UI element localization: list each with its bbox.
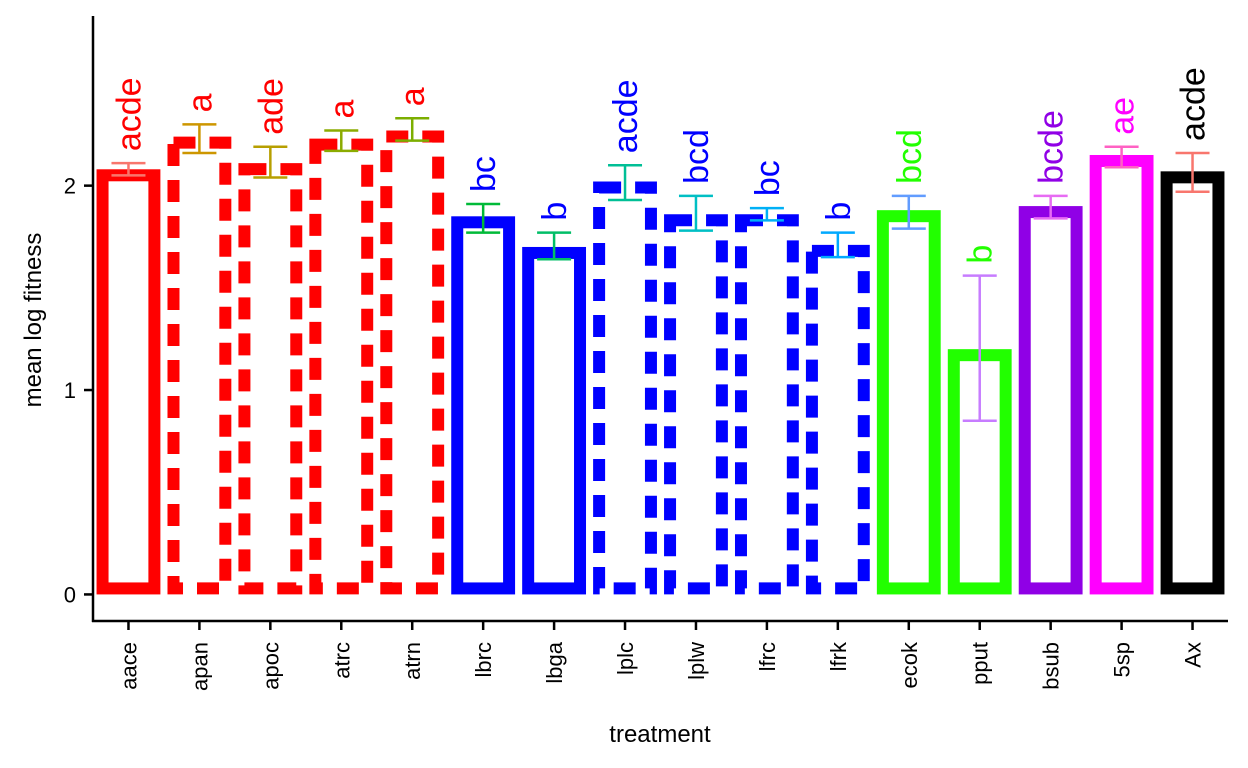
y-ticks-layer: 0 1 2	[64, 174, 93, 607]
significance-letter-lfrk: b	[820, 202, 858, 221]
x-tick-label-Ax: Ax	[1181, 642, 1206, 668]
significance-letter-lbrc: bc	[465, 156, 503, 192]
x-tick-label-5sp: 5sp	[1110, 642, 1135, 677]
bar-Ax	[1160, 171, 1225, 595]
significance-letter-lplc: acde	[607, 79, 645, 153]
x-tick-label-lbrc: lbrc	[471, 642, 496, 677]
bar-apoc	[238, 163, 303, 595]
x-tick-label-apoc: apoc	[258, 642, 283, 690]
x-tick-label-atrn: atrn	[400, 642, 425, 680]
significance-letter-ecok: bcd	[891, 129, 929, 184]
significance-letter-Ax: acde	[1175, 67, 1213, 141]
axes-layer	[91, 16, 1228, 623]
bar-ecok	[876, 210, 941, 595]
bar-lbrc	[451, 216, 516, 595]
y-tick-label-0: 0	[64, 582, 76, 607]
significance-letter-atrn: a	[394, 87, 432, 106]
significance-letter-aace: acde	[110, 77, 148, 151]
x-tick-label-lplw: lplw	[684, 642, 709, 680]
bar-lplw	[664, 214, 728, 595]
x-tick-label-bsub: bsub	[1039, 642, 1064, 690]
significance-letter-atrc: a	[323, 99, 361, 118]
x-tick-label-lplc: lplc	[613, 642, 638, 675]
bar-atrc	[309, 138, 374, 595]
significance-letter-lplw: bcd	[678, 129, 716, 184]
x-tick-label-lbga: lbga	[542, 641, 567, 683]
x-tick-label-ecok: ecok	[897, 641, 922, 688]
y-tick-label-1: 1	[64, 378, 76, 403]
significance-letter-lfrc: bc	[749, 160, 787, 196]
significance-letter-apoc: ade	[252, 78, 290, 135]
bar-bsub	[1018, 206, 1083, 595]
x-tick-label-lfrk: lfrk	[826, 641, 851, 671]
x-tick-label-aace: aace	[116, 642, 141, 690]
y-tick-label-2: 2	[64, 174, 76, 199]
bar-atrn	[380, 130, 445, 595]
bar-lfrk	[805, 244, 870, 595]
x-tick-label-pput: pput	[968, 642, 993, 685]
errorbars-layer	[111, 116, 1210, 422]
x-tick-label-lfrc: lfrc	[755, 642, 780, 671]
y-axis-title: mean log fitness	[20, 233, 47, 408]
bar-lbga	[522, 246, 587, 595]
significance-letter-apan: a	[181, 93, 219, 112]
bar-5sp	[1089, 154, 1154, 595]
significance-letter-5sp: ae	[1104, 97, 1142, 135]
x-tick-label-atrc: atrc	[329, 642, 354, 679]
bar-lfrc	[734, 214, 799, 595]
bar-apan	[167, 136, 232, 595]
x-ticks-layer: aace apan apoc atrc atrn lbrc lbga lplc lplw lfrc…	[116, 621, 1206, 691]
x-axis-title: treatment	[609, 721, 711, 748]
significance-letter-lbga: b	[536, 202, 574, 221]
x-tick-label-apan: apan	[187, 642, 212, 691]
significance-letter-bsub: bcde	[1033, 110, 1071, 184]
significance-letter-pput: b	[962, 245, 1000, 264]
bar-aace	[96, 169, 161, 595]
bar-lplc	[593, 181, 657, 595]
